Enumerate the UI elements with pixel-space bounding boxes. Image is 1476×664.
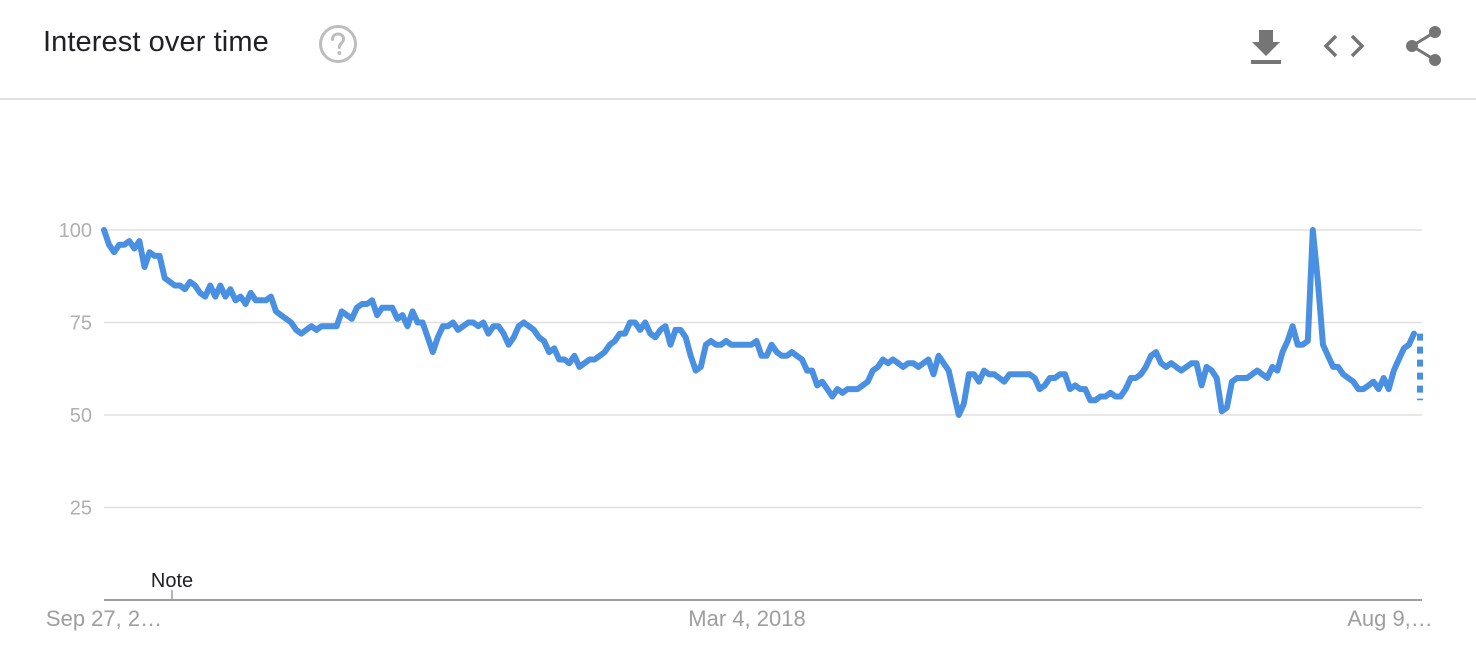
code-icon [1323,34,1365,58]
series-line [101,227,1417,418]
share-button[interactable] [1402,24,1446,68]
embed-button[interactable] [1322,24,1366,68]
x-tick-label: Mar 4, 2018 [688,606,805,631]
download-button[interactable] [1244,24,1288,68]
y-tick-label: 75 [70,313,92,335]
chart-area: 25 50 75 100 Sep 27, 2… Mar 4, 2018 Aug 9,… Not… [0,100,1476,664]
line-chart: 25 50 75 100 Sep 27, 2… Mar 4, 2018 Aug 9,… Not… [46,220,1433,631]
widget-title: Interest over time [43,26,269,58]
download-icon [1251,30,1281,64]
x-tick-label: Aug 9,… [1347,606,1433,631]
widget-header: Interest over time [0,0,1476,100]
y-tick-label: 25 [70,498,92,520]
help-circle-icon[interactable] [318,24,358,64]
y-tick-label: 50 [70,405,92,427]
x-tick-label: Sep 27, 2… [46,606,162,631]
share-icon [1406,26,1441,66]
y-tick-label: 100 [59,220,92,242]
note-annotation[interactable]: Note [151,570,193,592]
